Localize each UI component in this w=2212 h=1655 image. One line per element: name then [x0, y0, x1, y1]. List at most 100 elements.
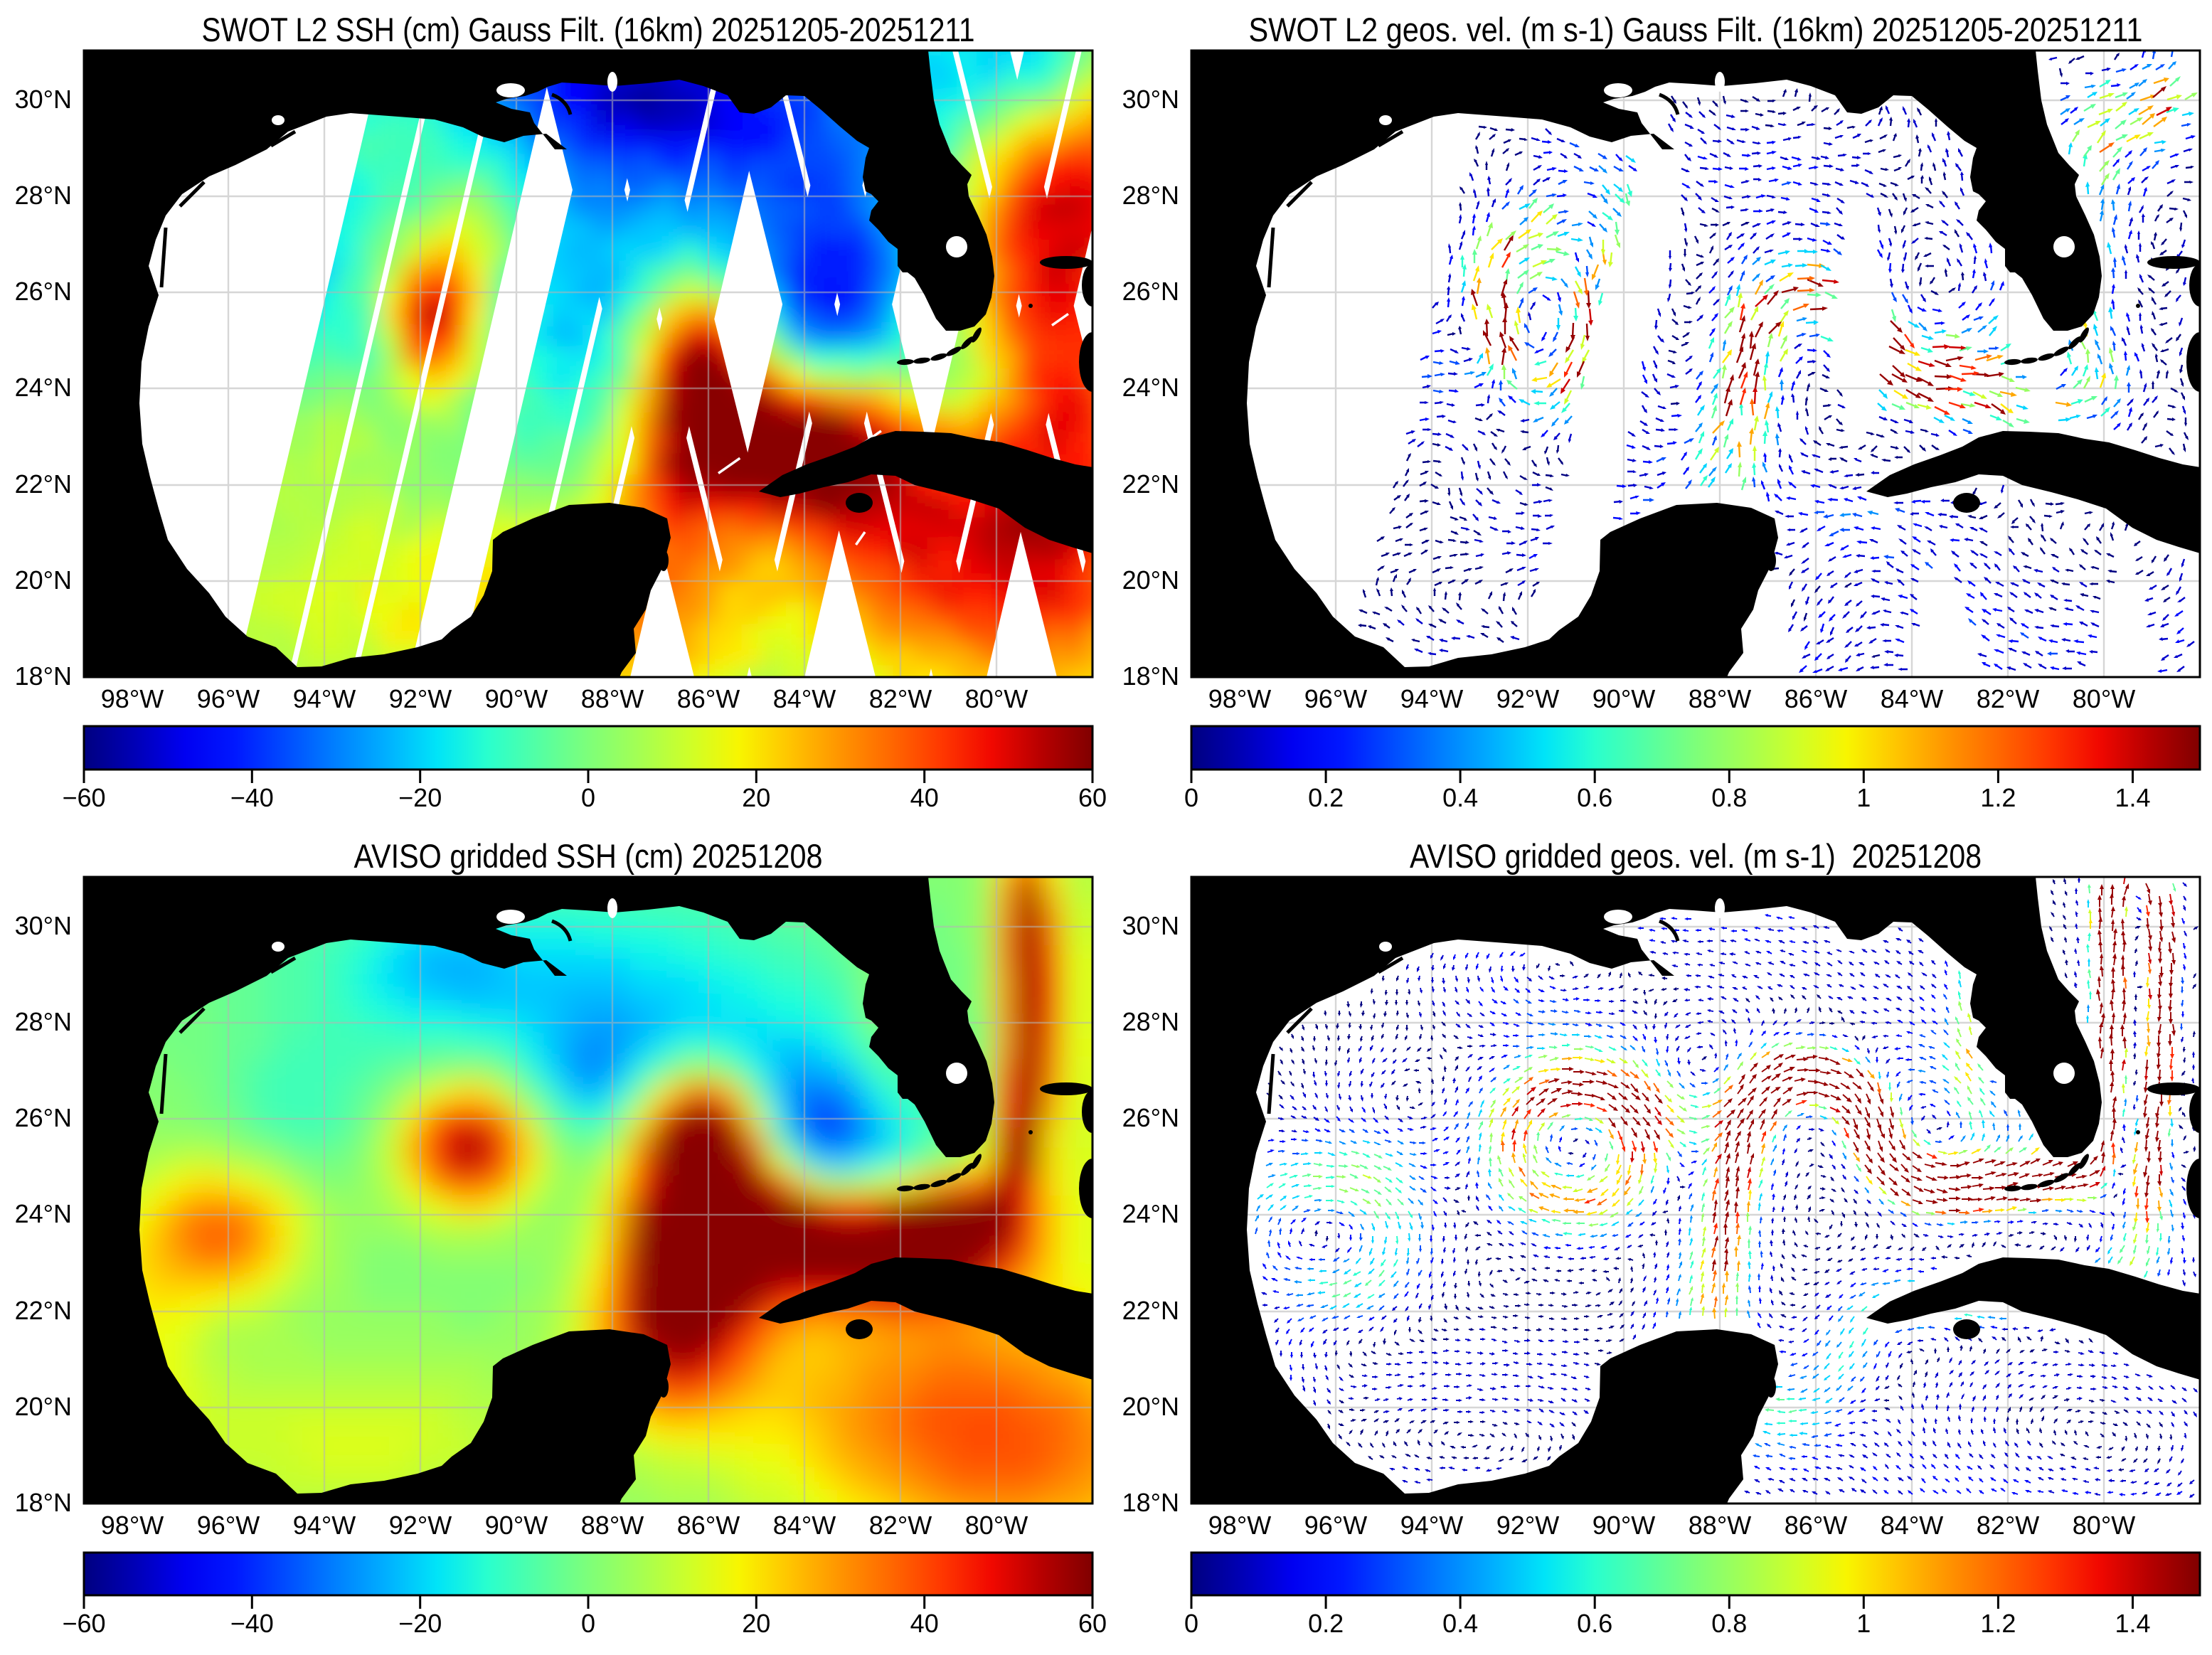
svg-text:40: 40: [910, 1609, 939, 1638]
svg-text:24°N: 24°N: [1122, 373, 1179, 402]
svg-text:20: 20: [742, 783, 770, 812]
svg-text:0: 0: [1184, 783, 1198, 812]
svg-text:88°W: 88°W: [1689, 684, 1751, 713]
svg-text:86°W: 86°W: [1785, 1511, 1847, 1540]
svg-text:24°N: 24°N: [15, 373, 72, 402]
svg-text:0: 0: [581, 1609, 595, 1638]
svg-text:26°N: 26°N: [1122, 277, 1179, 306]
svg-text:30°N: 30°N: [1122, 911, 1179, 940]
svg-text:88°W: 88°W: [1689, 1511, 1751, 1540]
svg-text:88°W: 88°W: [581, 684, 644, 713]
svg-text:20: 20: [742, 1609, 770, 1638]
svg-text:20°N: 20°N: [1122, 1392, 1179, 1421]
svg-text:98°W: 98°W: [101, 684, 164, 713]
svg-text:82°W: 82°W: [1977, 1511, 2039, 1540]
svg-text:0.8: 0.8: [1711, 1609, 1747, 1638]
svg-text:30°N: 30°N: [15, 911, 72, 940]
svg-text:0.8: 0.8: [1711, 783, 1747, 812]
svg-text:82°W: 82°W: [869, 684, 932, 713]
svg-text:80°W: 80°W: [965, 684, 1028, 713]
svg-text:0.4: 0.4: [1442, 783, 1478, 812]
svg-text:82°W: 82°W: [869, 1511, 932, 1540]
svg-text:80°W: 80°W: [2073, 684, 2135, 713]
svg-text:98°W: 98°W: [1208, 1511, 1271, 1540]
svg-text:28°N: 28°N: [15, 181, 72, 210]
svg-text:−60: −60: [62, 1609, 105, 1638]
svg-text:26°N: 26°N: [15, 277, 72, 306]
svg-text:96°W: 96°W: [197, 1511, 260, 1540]
svg-text:1.2: 1.2: [1980, 1609, 2016, 1638]
svg-text:30°N: 30°N: [15, 85, 72, 114]
svg-text:96°W: 96°W: [1304, 1511, 1367, 1540]
svg-text:94°W: 94°W: [1400, 1511, 1463, 1540]
svg-text:92°W: 92°W: [389, 684, 452, 713]
svg-text:88°W: 88°W: [581, 1511, 644, 1540]
svg-text:1: 1: [1856, 783, 1871, 812]
svg-text:22°N: 22°N: [1122, 1296, 1179, 1325]
svg-text:0: 0: [581, 783, 595, 812]
svg-text:84°W: 84°W: [1881, 684, 1943, 713]
svg-text:98°W: 98°W: [1208, 684, 1271, 713]
svg-text:84°W: 84°W: [773, 1511, 836, 1540]
svg-text:SWOT L2 geos. vel. (m s-1) Gau: SWOT L2 geos. vel. (m s-1) Gauss Filt. (…: [1249, 11, 2143, 48]
svg-text:20°N: 20°N: [1122, 565, 1179, 595]
svg-text:22°N: 22°N: [1122, 469, 1179, 499]
svg-text:28°N: 28°N: [15, 1007, 72, 1036]
svg-text:94°W: 94°W: [293, 1511, 356, 1540]
svg-text:−60: −60: [62, 783, 105, 812]
svg-text:28°N: 28°N: [1122, 181, 1179, 210]
svg-text:1: 1: [1856, 1609, 1871, 1638]
svg-text:28°N: 28°N: [1122, 1007, 1179, 1036]
svg-text:98°W: 98°W: [101, 1511, 164, 1540]
svg-text:18°N: 18°N: [1122, 1488, 1179, 1517]
svg-text:26°N: 26°N: [1122, 1103, 1179, 1132]
svg-text:86°W: 86°W: [1785, 684, 1847, 713]
svg-text:0.2: 0.2: [1308, 783, 1344, 812]
svg-text:AVISO gridded SSH (cm) 2025120: AVISO gridded SSH (cm) 20251208: [354, 837, 823, 875]
svg-text:0.2: 0.2: [1308, 1609, 1344, 1638]
svg-text:20°N: 20°N: [15, 1392, 72, 1421]
svg-text:1.4: 1.4: [2115, 1609, 2150, 1638]
svg-text:18°N: 18°N: [15, 1488, 72, 1517]
svg-text:82°W: 82°W: [1977, 684, 2039, 713]
svg-text:90°W: 90°W: [485, 1511, 548, 1540]
svg-text:−40: −40: [230, 1609, 274, 1638]
svg-text:1.4: 1.4: [2115, 783, 2150, 812]
svg-text:0.4: 0.4: [1442, 1609, 1478, 1638]
svg-text:84°W: 84°W: [773, 684, 836, 713]
svg-text:24°N: 24°N: [1122, 1199, 1179, 1228]
svg-text:80°W: 80°W: [2073, 1511, 2135, 1540]
svg-text:92°W: 92°W: [1496, 684, 1559, 713]
svg-text:24°N: 24°N: [15, 1199, 72, 1228]
svg-text:92°W: 92°W: [389, 1511, 452, 1540]
svg-text:90°W: 90°W: [485, 684, 548, 713]
svg-text:96°W: 96°W: [197, 684, 260, 713]
svg-text:90°W: 90°W: [1592, 684, 1655, 713]
svg-text:60: 60: [1078, 783, 1107, 812]
svg-text:18°N: 18°N: [1122, 661, 1179, 691]
svg-text:AVISO gridded geos. vel. (m s-: AVISO gridded geos. vel. (m s-1) 2025120…: [1410, 837, 1982, 875]
svg-text:20°N: 20°N: [15, 565, 72, 595]
svg-text:26°N: 26°N: [15, 1103, 72, 1132]
svg-text:SWOT L2 SSH (cm) Gauss Filt. (: SWOT L2 SSH (cm) Gauss Filt. (16km) 2025…: [202, 11, 975, 48]
svg-text:84°W: 84°W: [1881, 1511, 1943, 1540]
svg-text:−20: −20: [398, 1609, 442, 1638]
svg-text:94°W: 94°W: [293, 684, 356, 713]
svg-text:94°W: 94°W: [1400, 684, 1463, 713]
svg-text:30°N: 30°N: [1122, 85, 1179, 114]
svg-text:22°N: 22°N: [15, 1296, 72, 1325]
svg-text:0: 0: [1184, 1609, 1198, 1638]
svg-text:18°N: 18°N: [15, 661, 72, 691]
svg-text:0.6: 0.6: [1577, 783, 1612, 812]
svg-text:1.2: 1.2: [1980, 783, 2016, 812]
svg-text:40: 40: [910, 783, 939, 812]
svg-text:−20: −20: [398, 783, 442, 812]
svg-text:96°W: 96°W: [1304, 684, 1367, 713]
svg-text:86°W: 86°W: [677, 1511, 740, 1540]
svg-text:86°W: 86°W: [677, 684, 740, 713]
svg-text:92°W: 92°W: [1496, 1511, 1559, 1540]
svg-text:22°N: 22°N: [15, 469, 72, 499]
svg-text:80°W: 80°W: [965, 1511, 1028, 1540]
svg-text:90°W: 90°W: [1592, 1511, 1655, 1540]
svg-text:60: 60: [1078, 1609, 1107, 1638]
